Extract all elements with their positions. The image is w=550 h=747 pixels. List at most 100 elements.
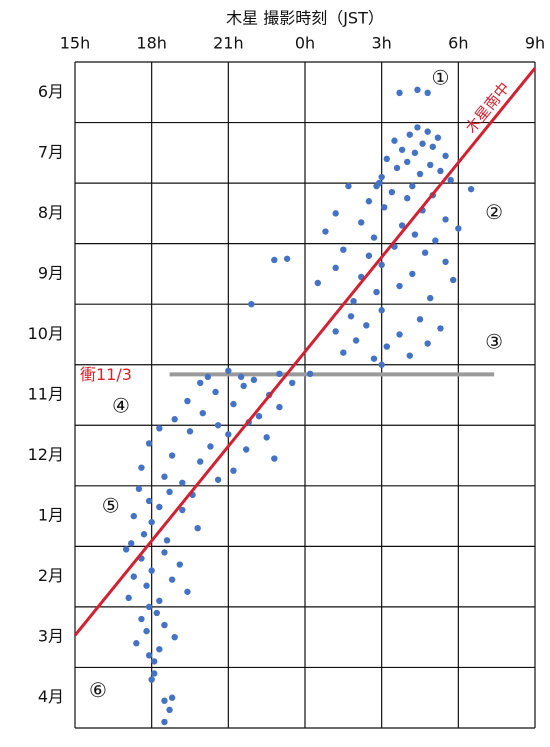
point xyxy=(416,170,424,178)
point xyxy=(358,219,365,226)
point xyxy=(135,485,143,493)
point xyxy=(434,134,442,141)
point xyxy=(214,476,222,483)
point xyxy=(207,443,214,450)
point xyxy=(447,176,454,184)
point xyxy=(179,479,186,486)
point xyxy=(414,124,421,131)
point xyxy=(396,331,403,338)
point xyxy=(214,422,222,429)
point xyxy=(176,561,183,568)
point xyxy=(378,261,385,269)
point xyxy=(184,397,191,405)
point xyxy=(332,264,339,272)
point xyxy=(352,337,360,344)
point xyxy=(396,282,403,290)
point xyxy=(199,409,206,417)
point xyxy=(370,355,378,362)
annotation: ① xyxy=(431,65,449,89)
point xyxy=(416,316,424,323)
x-tick-label: 18h xyxy=(136,34,167,53)
point xyxy=(156,597,163,605)
point xyxy=(409,182,416,190)
point xyxy=(437,167,444,175)
point xyxy=(450,276,457,284)
point xyxy=(230,467,237,474)
point xyxy=(240,382,247,390)
point xyxy=(406,131,413,138)
point xyxy=(161,621,168,629)
point xyxy=(138,464,145,471)
point xyxy=(340,246,347,253)
point xyxy=(442,152,449,160)
point xyxy=(393,164,401,172)
point xyxy=(145,440,153,447)
point xyxy=(171,633,178,641)
point xyxy=(427,294,434,302)
point xyxy=(143,627,150,635)
point xyxy=(148,676,155,683)
point xyxy=(398,222,406,229)
x-tick-label: 3h xyxy=(372,34,392,53)
point xyxy=(130,573,137,580)
transit-line xyxy=(73,67,537,637)
annotation: ⑤ xyxy=(102,494,120,518)
point xyxy=(184,588,191,595)
point xyxy=(322,228,329,235)
point xyxy=(166,488,173,496)
point xyxy=(125,594,132,602)
x-tick-label: 15h xyxy=(60,34,91,53)
point xyxy=(442,216,449,223)
point xyxy=(306,370,314,378)
point xyxy=(391,137,398,144)
point xyxy=(186,428,194,435)
point xyxy=(406,352,413,359)
point xyxy=(197,379,204,387)
point xyxy=(411,231,419,238)
point xyxy=(225,367,232,374)
point xyxy=(429,143,436,150)
point xyxy=(432,237,439,244)
point xyxy=(332,328,339,335)
point xyxy=(237,373,245,381)
point xyxy=(283,255,291,262)
point xyxy=(148,518,155,526)
point xyxy=(373,288,380,296)
point xyxy=(370,234,378,241)
point xyxy=(212,388,219,396)
annotation: ② xyxy=(485,200,503,224)
point xyxy=(350,297,357,305)
point xyxy=(404,158,411,166)
point xyxy=(427,161,434,169)
point xyxy=(467,185,475,193)
annotation: ⑥ xyxy=(89,678,107,702)
point xyxy=(161,473,168,480)
point xyxy=(128,540,135,547)
point xyxy=(143,582,150,589)
x-tick-label: 21h xyxy=(213,34,244,53)
point xyxy=(289,379,296,387)
y-tick-label: 11月 xyxy=(28,385,64,404)
point xyxy=(133,640,140,647)
point xyxy=(411,149,419,157)
point xyxy=(166,706,173,714)
point xyxy=(383,155,390,163)
point xyxy=(271,256,278,264)
annotation: ④ xyxy=(112,394,130,418)
point xyxy=(250,376,258,384)
point xyxy=(396,89,403,97)
point xyxy=(365,198,373,205)
point xyxy=(437,325,444,332)
point xyxy=(378,173,385,181)
opposition-label: 衝11/3 xyxy=(80,365,132,384)
point xyxy=(168,452,176,459)
point xyxy=(419,140,426,147)
point xyxy=(345,182,352,190)
point xyxy=(230,400,237,408)
annotation: ③ xyxy=(485,329,503,353)
point xyxy=(140,531,148,538)
point xyxy=(194,525,201,532)
point xyxy=(414,86,421,94)
